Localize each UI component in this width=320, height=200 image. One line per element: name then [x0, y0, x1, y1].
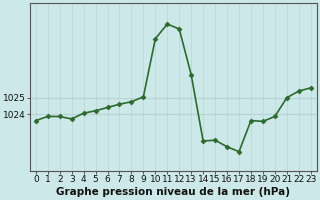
X-axis label: Graphe pression niveau de la mer (hPa): Graphe pression niveau de la mer (hPa) — [56, 187, 290, 197]
